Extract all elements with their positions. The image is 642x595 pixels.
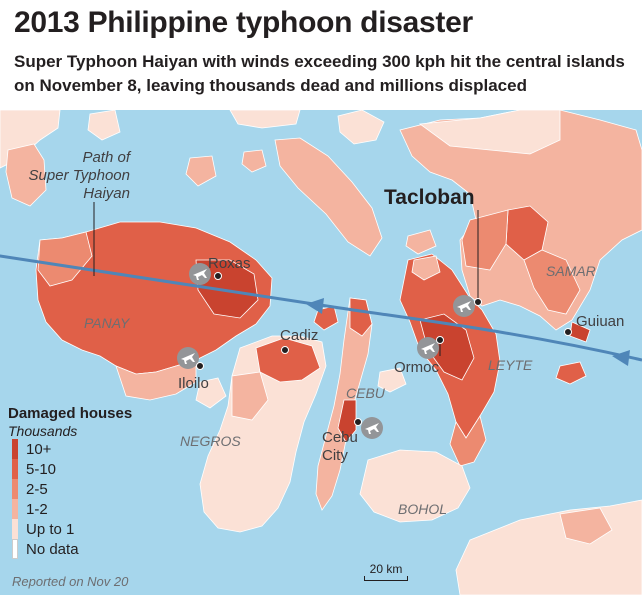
track-arrow-east (612, 350, 630, 366)
legend-label: Up to 1 (26, 520, 75, 538)
island-bohol (359, 449, 471, 523)
scale-bar-line (364, 576, 408, 581)
header: 2013 Philippine typhoon disaster Super T… (0, 0, 642, 108)
legend-item: No data (12, 539, 176, 559)
map-canvas: Path of Super Typhoon Haiyan Tacloban Ro… (0, 110, 642, 595)
airplane-icon (177, 347, 199, 369)
legend-item: 2-5 (12, 479, 176, 499)
negros-north (255, 337, 321, 383)
label-cebu: CEBU (346, 385, 386, 401)
city-dot-icon (436, 336, 444, 344)
samar-hot-3 (523, 249, 581, 315)
label-cebu-city-1: Cebu (322, 429, 358, 446)
path-label-line-2: Super Typhoon (29, 167, 130, 184)
leyte-south (449, 414, 487, 467)
cebu-north (349, 297, 373, 337)
legend-swatch (12, 539, 18, 559)
path-label-line-1: Path of (82, 149, 131, 166)
city-dot-icon (474, 298, 482, 306)
legend-swatch (12, 459, 18, 479)
legend-items: 10+ 5-10 2-5 1-2 Up to 1 No data (6, 439, 176, 559)
island-tablas (5, 143, 47, 207)
label-panay: PANAY (84, 315, 131, 331)
path-label-line-3: Haiyan (83, 185, 130, 202)
island-sibuyan (185, 155, 217, 187)
negros-west (231, 371, 269, 421)
legend-swatch (12, 479, 18, 499)
label-bohol: BOHOL (398, 501, 447, 517)
label-samar: SAMAR (546, 263, 596, 279)
samar-hot-2 (461, 209, 509, 271)
island-camotes (377, 367, 407, 393)
legend-label: 1-2 (26, 500, 48, 518)
label-leyte: LEYTE (488, 357, 533, 373)
label-roxas: Roxas (208, 255, 251, 272)
legend-label: 2-5 (26, 480, 48, 498)
legend-label: 5-10 (26, 460, 57, 478)
map[interactable]: Path of Super Typhoon Haiyan Tacloban Ro… (0, 110, 642, 595)
airplane-icon (417, 337, 439, 359)
island-small-1 (87, 110, 121, 141)
cebu-mid (337, 399, 357, 443)
label-cadiz: Cadiz (280, 327, 318, 344)
track-arrow-mid (306, 298, 324, 314)
airplane-icon (189, 263, 211, 285)
legend-item: Up to 1 (12, 519, 176, 539)
island-homonhon (555, 361, 587, 385)
city-dot-icon (196, 362, 204, 370)
legend-title: Damaged houses (8, 405, 133, 422)
label-ormoc: Ormoc (394, 359, 440, 376)
label-tacloban: Tacloban (384, 186, 475, 209)
label-cebu-city-2: City (322, 447, 348, 464)
island-luzon-tip (229, 110, 301, 129)
legend-item: 1-2 (12, 499, 176, 519)
city-dot-icon (281, 346, 289, 354)
island-masbate (274, 137, 383, 257)
mindanao-spot (559, 507, 613, 545)
legend-item: 10+ (12, 439, 176, 459)
samar-north (418, 110, 561, 155)
panay-east (195, 259, 259, 319)
legend-swatch (12, 519, 18, 539)
city-dot-icon (214, 272, 222, 280)
island-negros (199, 335, 327, 533)
legend-swatch (12, 439, 18, 459)
airplane-icon (361, 417, 383, 439)
island-ticao (337, 110, 385, 145)
legend-item: 5-10 (12, 459, 176, 479)
legend-unit: Thousands (8, 423, 78, 439)
legend-label: 10+ (26, 440, 52, 458)
typhoon-track (0, 254, 642, 362)
page-subtitle: Super Typhoon Haiyan with winds exceedin… (14, 52, 625, 95)
city-dot-icon (354, 418, 362, 426)
panay-south (115, 359, 197, 401)
city-dot-icon (564, 328, 572, 336)
island-small-3 (405, 229, 437, 255)
legend-label: No data (26, 540, 79, 558)
page-title: 2013 Philippine typhoon disaster (14, 6, 473, 39)
island-biliran (411, 255, 441, 281)
label-iloilo: Iloilo (178, 375, 209, 392)
report-date-note: Reported on Nov 20 (12, 574, 129, 589)
legend-swatch (12, 499, 18, 519)
island-guimaras (195, 377, 227, 409)
airplane-icon (453, 295, 475, 317)
label-negros: NEGROS (180, 433, 241, 449)
legend: Damaged houses Thousands 10+ 5-10 2-5 1-2 Up… (6, 405, 176, 559)
scale-label: 20 km (369, 562, 403, 576)
scale-bar: 20 km (364, 562, 408, 581)
island-small-2 (241, 149, 267, 173)
label-guiuan: Guiuan (576, 313, 624, 330)
